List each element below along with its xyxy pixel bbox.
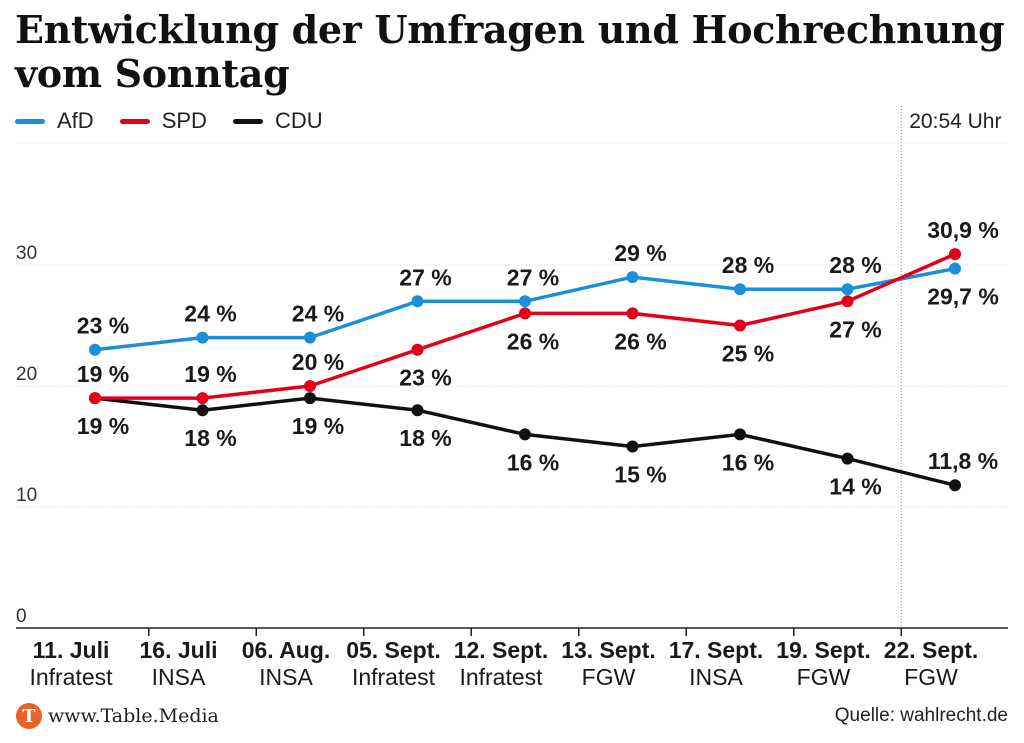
logo-icon: T xyxy=(16,703,42,729)
data-label-afd: 27 % xyxy=(507,264,559,290)
data-label-spd: 30,9 % xyxy=(927,217,999,243)
chart-title: Entwicklung der Umfragen und Hochrechnun… xyxy=(15,8,1005,96)
legend-swatch-cdu xyxy=(232,118,263,124)
chart-legend: AfD SPD CDU xyxy=(15,106,349,136)
site-name: www.Table.Media xyxy=(48,705,219,727)
data-label-cdu: 19 % xyxy=(77,413,129,439)
data-point-spd xyxy=(734,319,746,332)
data-label-spd: 19 % xyxy=(184,361,236,387)
x-tick-date-label: 16. Juli xyxy=(140,637,218,663)
projection-marker-label: 20:54 Uhr xyxy=(909,110,1001,133)
data-label-spd: 27 % xyxy=(829,316,881,342)
data-label-cdu: 16 % xyxy=(722,449,774,475)
data-point-afd xyxy=(196,331,209,344)
data-label-cdu: 18 % xyxy=(184,425,236,451)
data-label-spd: 25 % xyxy=(722,341,774,367)
data-label-afd: 28 % xyxy=(829,252,881,278)
data-label-cdu: 14 % xyxy=(829,474,881,500)
y-tick-label-0: 0 xyxy=(16,606,27,627)
data-label-afd: 29,7 % xyxy=(927,284,999,310)
data-label-spd: 23 % xyxy=(399,365,451,391)
data-point-afd xyxy=(949,262,961,275)
data-point-afd xyxy=(89,343,101,356)
data-label-spd: 19 % xyxy=(77,361,129,387)
x-tick-source-label: FGW xyxy=(582,664,636,690)
x-tick-source-label: INSA xyxy=(152,664,206,690)
data-point-cdu xyxy=(841,452,854,465)
data-point-afd xyxy=(734,283,746,296)
series-layer xyxy=(89,248,961,492)
data-label-layer: 23 % 24 % 24 % 27 % 27 % 29 % 28 % 28 % 29,7 % 19… xyxy=(77,217,999,499)
x-tick-date-label: 13. Sept. xyxy=(561,637,656,663)
data-point-cdu xyxy=(304,392,316,405)
data-label-spd: 26 % xyxy=(507,328,559,354)
data-label-afd: 24 % xyxy=(292,301,344,327)
data-point-cdu xyxy=(626,440,639,453)
data-label-afd: 29 % xyxy=(614,240,666,266)
data-point-afd xyxy=(841,283,854,296)
data-point-spd xyxy=(304,380,316,392)
data-label-cdu: 15 % xyxy=(614,462,666,488)
table-media-logo: T www.Table.Media xyxy=(16,703,219,729)
data-label-cdu: 19 % xyxy=(292,413,344,439)
data-label-cdu: 16 % xyxy=(507,449,559,475)
x-tick-date-label: 19. Sept. xyxy=(776,637,871,663)
data-point-afd xyxy=(626,271,639,284)
data-point-cdu xyxy=(411,404,424,417)
x-tick-date-label: 05. Sept. xyxy=(346,637,441,663)
y-tick-label-10: 10 xyxy=(16,485,37,506)
legend-swatch-afd xyxy=(15,118,45,124)
data-point-spd xyxy=(626,307,639,320)
x-tick-source-label: FGW xyxy=(797,664,851,690)
legend-label-afd: AfD xyxy=(57,108,94,133)
data-point-spd xyxy=(519,307,531,320)
legend-item-afd: AfD xyxy=(15,108,94,134)
data-label-cdu: 18 % xyxy=(399,425,451,451)
y-tick-label-20: 20 xyxy=(16,364,37,385)
data-label-spd: 20 % xyxy=(292,349,344,375)
data-point-spd xyxy=(196,392,209,405)
x-tick-source-label: FGW xyxy=(904,664,958,690)
x-tick-date-label: 17. Sept. xyxy=(669,637,764,663)
data-label-afd: 24 % xyxy=(184,301,236,327)
source-note: Quelle: wahlrecht.de xyxy=(834,705,1008,726)
x-tick-source-label: INSA xyxy=(689,664,743,690)
x-tick-source-label: Infratest xyxy=(352,664,436,690)
data-point-cdu xyxy=(949,479,961,492)
y-tick-label-30: 30 xyxy=(16,243,37,264)
data-point-cdu xyxy=(519,428,531,441)
data-point-spd xyxy=(949,248,961,261)
x-tick-source-label: Infratest xyxy=(29,664,113,690)
data-point-cdu xyxy=(734,428,746,441)
x-tick-source-label: INSA xyxy=(259,664,313,690)
x-tick-date-label: 06. Aug. xyxy=(242,637,331,663)
data-label-afd: 27 % xyxy=(399,264,451,290)
data-label-afd: 23 % xyxy=(77,313,129,339)
legend-label-spd: SPD xyxy=(161,108,207,133)
legend-swatch-spd xyxy=(119,118,150,124)
data-label-cdu: 11,8 % xyxy=(928,448,998,474)
data-point-spd xyxy=(89,392,101,405)
data-point-afd xyxy=(304,331,316,344)
data-point-spd xyxy=(841,295,854,308)
data-label-spd: 26 % xyxy=(614,328,666,354)
title-line-2: vom Sonntag xyxy=(15,51,290,96)
data-point-afd xyxy=(411,295,424,308)
data-point-spd xyxy=(411,343,424,356)
data-point-afd xyxy=(519,295,531,308)
data-point-cdu xyxy=(196,404,209,417)
x-tick-source-label: Infratest xyxy=(459,664,543,690)
x-tick-date-label: 11. Juli xyxy=(33,637,110,663)
legend-label-cdu: CDU xyxy=(274,108,323,133)
grid-layer xyxy=(16,142,1008,508)
title-line-1: Entwicklung der Umfragen und Hochrechnun… xyxy=(15,7,1005,52)
legend-item-cdu: CDU xyxy=(232,108,323,134)
data-label-afd: 28 % xyxy=(722,252,774,278)
legend-item-spd: SPD xyxy=(119,108,207,134)
x-tick-date-label: 12. Sept. xyxy=(454,637,549,663)
x-tick-date-label: 22. Sept. xyxy=(884,637,979,663)
